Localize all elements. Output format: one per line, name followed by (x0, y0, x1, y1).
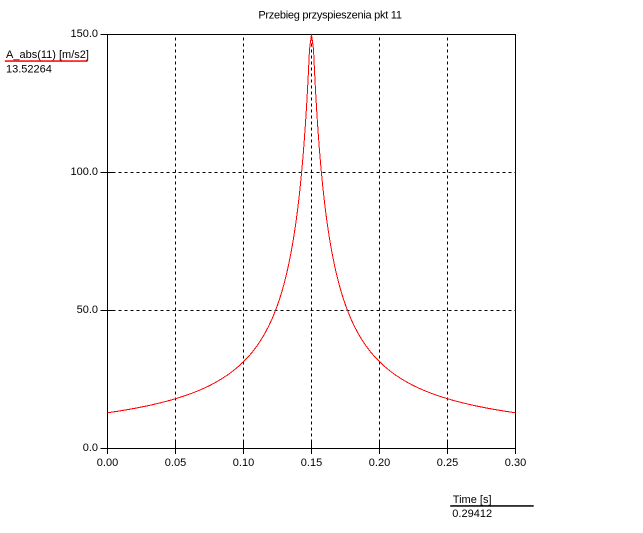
svg-text:0.20: 0.20 (369, 457, 390, 469)
svg-text:A_abs(11) [m/s2]: A_abs(11) [m/s2] (6, 49, 89, 61)
svg-text:50.0: 50.0 (77, 304, 98, 316)
svg-text:0.10: 0.10 (233, 457, 254, 469)
svg-text:13.52264: 13.52264 (6, 64, 52, 76)
svg-text:0.29412: 0.29412 (452, 508, 492, 520)
svg-text:0.15: 0.15 (301, 457, 322, 469)
svg-text:0.0: 0.0 (83, 442, 98, 454)
svg-text:0.25: 0.25 (437, 457, 458, 469)
svg-text:0.05: 0.05 (165, 457, 186, 469)
svg-text:0.30: 0.30 (505, 457, 526, 469)
svg-text:Przebieg przyspieszenia pkt 11: Przebieg przyspieszenia pkt 11 (258, 9, 401, 21)
svg-text:100.0: 100.0 (70, 166, 98, 178)
svg-text:0.00: 0.00 (97, 457, 118, 469)
svg-text:150.0: 150.0 (70, 28, 98, 40)
svg-text:Time [s]: Time [s] (453, 494, 492, 506)
